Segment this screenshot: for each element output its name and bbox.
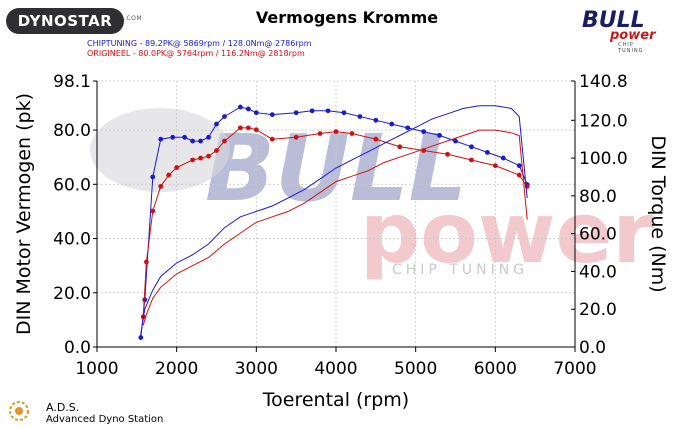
origineel-torque-point: [143, 259, 149, 265]
origineel-power-line: [142, 129, 528, 326]
y-right-tick-label: 100.0: [579, 149, 628, 169]
y-left-tick-label: 40.0: [53, 230, 91, 250]
origineel-torque-point: [373, 136, 379, 142]
x-tick-label: 5000: [394, 359, 437, 379]
origineel-torque-point: [214, 148, 219, 153]
chiptuning-torque-point: [389, 121, 395, 127]
chiptuning-torque-point: [253, 110, 259, 116]
x-tick-label: 2000: [155, 359, 198, 379]
origineel-torque-point: [317, 131, 323, 136]
y-right-tick-label: 40.0: [579, 262, 617, 282]
y-left-tick-label: 60.0: [53, 175, 91, 195]
chiptuning-torque-point: [170, 134, 176, 140]
chart-axes: [93, 80, 576, 352]
origineel-torque-point: [150, 208, 156, 214]
ads-logo-icon: [9, 401, 29, 421]
y-right-tick-label: 140.8: [579, 72, 628, 92]
chiptuning-torque-point: [238, 104, 243, 110]
legend-chiptuning: CHIPTUNING - 89.2PK@ 5869rpm / 128.0Nm@ …: [87, 39, 312, 48]
chiptuning-torque-point: [182, 134, 188, 140]
origineel-torque-point: [206, 153, 211, 159]
x-tick-label: 6000: [474, 359, 517, 379]
chart-labels: 1000 2000 3000 4000 5000 6000 70000.020.040.06…: [13, 72, 669, 411]
origineel-torque-point: [158, 184, 164, 189]
y-right-tick-label: 120.0: [579, 111, 628, 131]
bullpower-logo-bull: BULL: [582, 8, 645, 33]
y-left-axis-label: DIN Motor Vermogen (pk): [13, 93, 35, 335]
chiptuning-torque-point: [269, 112, 275, 118]
bullpower-logo-power: power: [610, 28, 656, 43]
bullpower-logo: BULL power CHIP TUNING: [560, 8, 660, 54]
chiptuning-torque-point: [453, 138, 458, 144]
ads-subtitle: Advanced Dyno Station: [46, 414, 164, 425]
chiptuning-torque-point: [222, 114, 227, 119]
chiptuning-torque-point: [206, 134, 211, 140]
origineel-torque-point: [253, 127, 259, 133]
watermark-bull-shape: [90, 108, 230, 192]
chiptuning-torque-point: [190, 138, 196, 144]
y-right-tick-label: 20.0: [579, 300, 617, 320]
origineel-torque-point: [349, 131, 355, 136]
y-right-tick-label: 60.0: [579, 225, 617, 245]
origineel-torque-point: [222, 138, 227, 144]
origineel-torque-point: [174, 165, 180, 170]
chiptuning-torque-point: [142, 297, 148, 303]
chiptuning-torque-point: [500, 155, 506, 161]
y-right-tick-label: 80.0: [579, 187, 617, 207]
chiptuning-torque-point: [421, 129, 427, 135]
origineel-torque-point: [269, 136, 275, 142]
origineel-torque-point: [190, 157, 196, 163]
x-axis-label: Toerental (rpm): [262, 389, 409, 411]
chiptuning-torque-point: [437, 133, 442, 138]
chiptuning-power-line: [139, 105, 528, 339]
chiptuning-torque-point: [341, 110, 347, 116]
x-tick-label: 3000: [235, 359, 278, 379]
y-left-tick-label: 80.0: [53, 121, 91, 141]
legend-origineel: ORIGINEEL - 80.0PK@ 5764rpm / 116.2Nm@ 2…: [87, 49, 305, 58]
y-right-tick-label: 0.0: [579, 338, 606, 358]
chiptuning-torque-point: [516, 163, 522, 169]
chiptuning-torque-point: [405, 125, 411, 131]
chiptuning-torque-point: [484, 150, 490, 155]
chiptuning-torque-point: [214, 121, 219, 127]
origineel-torque-point: [492, 163, 498, 169]
origineel-torque-point: [198, 155, 203, 161]
origineel-torque-point: [166, 172, 172, 178]
origineel-torque-point: [516, 172, 522, 178]
chart-title: Vermogens Kromme: [255, 8, 439, 27]
origineel-torque-point: [397, 144, 403, 150]
y-right-axis-label: DIN Torque (Nm): [647, 135, 669, 292]
origineel-torque-point: [245, 125, 251, 131]
chiptuning-torque-point: [325, 108, 331, 114]
watermark-power: power: [360, 184, 654, 282]
origineel-torque-point: [238, 125, 243, 131]
chiptuning-torque-point: [309, 108, 315, 114]
chiptuning-torque-point: [357, 114, 363, 119]
origineel-torque-point: [293, 134, 299, 140]
chiptuning-torque-point: [373, 117, 379, 123]
x-tick-label: 7000: [553, 359, 596, 379]
y-left-tick-label: 98.1: [53, 72, 91, 92]
chart-series: [138, 104, 530, 340]
x-tick-label: 1000: [75, 359, 118, 379]
chiptuning-torque-point: [158, 136, 164, 142]
chiptuning-torque-point: [469, 144, 474, 150]
chiptuning-torque-point: [293, 110, 299, 116]
chiptuning-torque-point: [150, 174, 156, 180]
origineel-torque-point: [445, 151, 450, 157]
y-left-tick-label: 0.0: [64, 338, 91, 358]
watermark-chip: CHIP TUNING: [392, 262, 528, 278]
x-tick-label: 4000: [314, 359, 357, 379]
chiptuning-torque-point: [198, 138, 203, 144]
bullpower-logo-chip: CHIP TUNING: [618, 42, 644, 54]
ads-title: A.D.S.: [46, 401, 80, 414]
dynostar-logo: DYNOSTAR .COM: [6, 8, 142, 34]
origineel-torque-point: [333, 129, 339, 135]
y-left-tick-label: 20.0: [53, 284, 91, 304]
origineel-torque-point: [469, 157, 474, 163]
chiptuning-torque-point: [245, 106, 251, 112]
